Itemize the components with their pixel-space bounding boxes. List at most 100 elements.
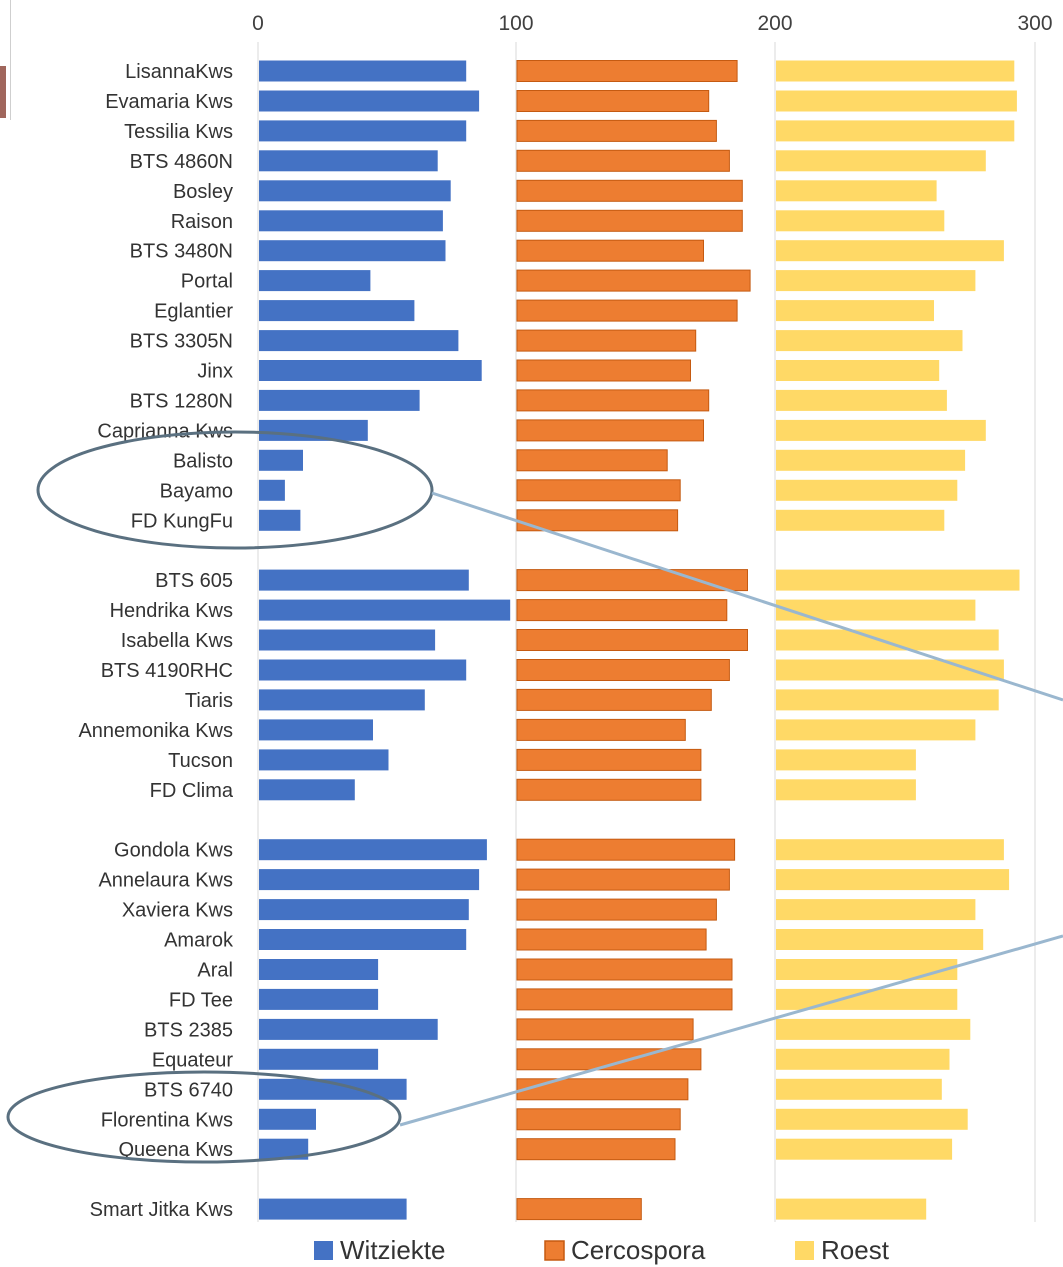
category-label: Tessilia Kws	[124, 121, 233, 143]
bar-witziekte	[259, 689, 425, 711]
legend-label-witziekte: Witziekte	[340, 1235, 445, 1265]
bar-cercospora	[516, 119, 717, 142]
bar-cercospora	[516, 659, 730, 681]
bar-roest	[776, 150, 986, 172]
bar-roest	[776, 1108, 968, 1130]
bar-witziekte	[259, 300, 415, 322]
bar-witziekte	[259, 749, 389, 771]
bar-cercospora	[516, 988, 733, 1011]
category-label: Caprianna Kws	[97, 420, 233, 442]
bar-cercospora	[516, 269, 751, 292]
bar-cercospora	[516, 449, 668, 472]
bar-witziekte	[259, 1048, 379, 1070]
category-label: Balisto	[173, 450, 233, 472]
bar-roest	[776, 509, 945, 531]
category-label: FD Tee	[169, 989, 233, 1011]
bar-cercospora	[516, 718, 686, 741]
bar-cercospora	[516, 1198, 642, 1221]
x-tick-label: 0	[252, 12, 264, 35]
bar-roest	[776, 270, 976, 292]
bar-cercospora	[516, 898, 717, 921]
category-label: Annelaura Kws	[98, 870, 233, 892]
bar-roest	[776, 1078, 942, 1100]
bar-roest	[776, 569, 1020, 591]
gridlines	[257, 42, 1036, 1222]
bar-witziekte	[259, 210, 443, 232]
bar-roest	[776, 479, 958, 501]
bar-roest	[776, 959, 958, 980]
category-label: Equateur	[152, 1049, 234, 1071]
bar-witziekte	[259, 240, 446, 262]
bar-cercospora	[516, 479, 681, 502]
bar-roest	[776, 180, 937, 202]
bar-cercospora	[516, 1018, 694, 1041]
category-label: FD Clima	[150, 780, 234, 802]
category-label: Amarok	[164, 930, 234, 952]
bars	[259, 60, 1020, 1221]
bar-cercospora	[516, 1048, 702, 1071]
bar-witziekte	[259, 419, 368, 441]
bar-cercospora	[516, 389, 710, 412]
bar-roest	[776, 659, 1004, 681]
category-label: BTS 3305N	[130, 331, 233, 353]
bar-witziekte	[259, 389, 420, 411]
bar-roest	[776, 240, 1004, 262]
category-label: Tucson	[168, 750, 233, 772]
legend-label-roest: Roest	[821, 1235, 890, 1265]
bar-witziekte	[259, 360, 482, 381]
bar-roest	[776, 330, 963, 352]
category-label: Eglantier	[154, 301, 233, 323]
bar-cercospora	[516, 688, 712, 711]
bar-cercospora	[516, 928, 707, 951]
legend-label-cercospora: Cercospora	[571, 1235, 706, 1265]
bar-cercospora	[516, 359, 691, 382]
bar-cercospora	[516, 90, 710, 112]
bar-roest	[776, 120, 1015, 142]
bar-cercospora	[516, 868, 730, 891]
bar-cercospora	[516, 748, 702, 771]
bar-witziekte	[259, 719, 373, 741]
bar-cercospora	[516, 1078, 689, 1101]
callout-line-top	[431, 491, 1063, 702]
category-label: Bayamo	[160, 480, 233, 502]
bar-witziekte	[259, 60, 467, 82]
bar-roest	[776, 90, 1017, 112]
bar-witziekte	[259, 929, 467, 950]
bar-cercospora	[516, 209, 743, 232]
bar-witziekte	[259, 449, 303, 471]
x-tick-label: 300	[1017, 12, 1052, 35]
bar-cercospora	[516, 958, 733, 981]
bar-cercospora	[516, 329, 697, 352]
bar-cercospora	[516, 60, 738, 82]
category-label: Xaviera Kws	[122, 900, 233, 922]
bar-cercospora	[516, 629, 748, 651]
bar-roest	[776, 749, 916, 771]
bar-cercospora	[516, 778, 702, 801]
bar-witziekte	[259, 869, 480, 891]
category-label: Bosley	[173, 181, 233, 203]
category-label: Annemonika Kws	[78, 720, 233, 742]
bar-witziekte	[259, 330, 459, 352]
bar-roest	[776, 929, 984, 950]
bar-witziekte	[259, 569, 469, 591]
bar-roest	[776, 419, 986, 441]
x-tick-label: 200	[757, 12, 792, 35]
bar-cercospora	[516, 239, 704, 262]
highlight-ellipse-top	[36, 430, 434, 550]
bar-cercospora	[516, 1138, 676, 1161]
category-label: Gondola Kws	[114, 840, 233, 862]
category-label: BTS 4860N	[130, 151, 233, 173]
callout-line-bottom	[399, 934, 1063, 1127]
category-label: Aral	[197, 960, 233, 982]
bar-witziekte	[259, 180, 451, 202]
bar-witziekte	[259, 599, 511, 621]
legend-swatch-witziekte	[314, 1241, 333, 1260]
bar-cercospora	[516, 599, 728, 622]
bar-roest	[776, 719, 976, 741]
bar-witziekte	[259, 779, 355, 801]
bar-roest	[776, 899, 976, 921]
bar-cercospora	[516, 419, 704, 442]
bar-roest	[776, 210, 945, 232]
category-label: FD KungFu	[131, 510, 233, 532]
bar-witziekte	[259, 90, 480, 112]
